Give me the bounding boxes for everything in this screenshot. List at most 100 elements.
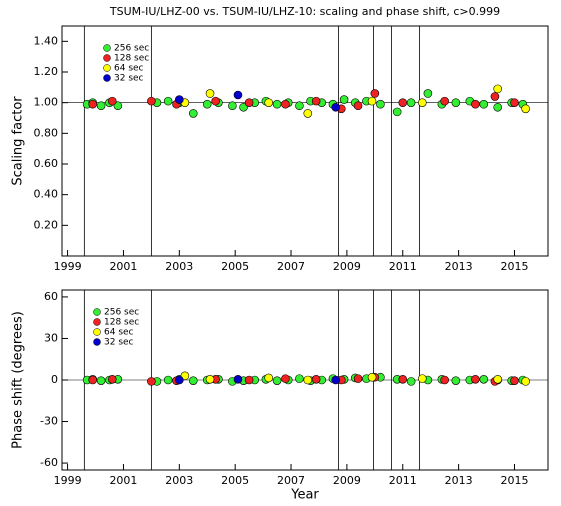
point: [493, 375, 503, 384]
point: [205, 375, 215, 384]
point: [272, 99, 282, 109]
point: [521, 377, 530, 386]
point: [113, 101, 123, 111]
x-tick-label: 2013: [445, 474, 473, 487]
point: [88, 375, 98, 385]
point: [510, 376, 519, 385]
legend-swatch: [93, 338, 101, 346]
x-tick-label: 2011: [389, 260, 417, 273]
point: [295, 374, 304, 383]
point: [244, 98, 254, 107]
point: [205, 89, 215, 98]
point: [367, 96, 377, 106]
point: [264, 98, 273, 107]
x-tick-label: 1999: [54, 474, 82, 487]
x-tick-label: 2003: [165, 474, 193, 487]
point: [96, 101, 106, 111]
point: [479, 375, 489, 384]
legend-swatch: [93, 328, 101, 336]
legend-label: 128 sec: [104, 318, 139, 328]
point: [233, 375, 243, 384]
legend-swatch: [93, 308, 101, 316]
plot-frame: [61, 25, 549, 257]
y-tick-label: 60: [44, 290, 58, 303]
x-tick-label: 2013: [445, 260, 473, 273]
point: [493, 102, 503, 112]
point: [228, 101, 237, 111]
point: [244, 375, 254, 385]
y-tick-label: 1.40: [34, 34, 59, 47]
point: [311, 375, 321, 384]
x-tick-label: 1999: [54, 260, 82, 273]
y-tick-label: 1.00: [34, 96, 59, 109]
chart-title: TSUM-IU/LHZ-00 vs. TSUM-IU/LHZ-10: scali…: [109, 5, 500, 18]
point: [188, 376, 198, 385]
x-tick-label: 2009: [333, 474, 361, 487]
point: [303, 109, 313, 118]
legend-label: 256 sec: [114, 44, 149, 54]
point: [211, 96, 220, 106]
x-tick-label: 2005: [221, 474, 249, 487]
point: [370, 89, 380, 98]
legend-label: 64 sec: [114, 64, 144, 74]
y-tick-label: 0: [51, 373, 58, 386]
legend-swatch: [103, 74, 111, 82]
y-tick-label: 0.20: [34, 218, 59, 231]
x-tick-label: 2015: [500, 260, 528, 273]
point: [398, 98, 408, 107]
point: [233, 90, 243, 100]
point: [440, 96, 449, 106]
point: [479, 99, 489, 109]
y-tick-label: 30: [44, 331, 58, 344]
point: [147, 377, 156, 386]
point: [418, 98, 427, 107]
point: [311, 96, 321, 106]
point: [451, 376, 461, 385]
x-axis-label: Year: [290, 488, 319, 503]
legend-label: 64 sec: [104, 328, 134, 338]
legend-label: 32 sec: [104, 338, 134, 348]
legend-label: 256 sec: [104, 308, 139, 318]
point: [521, 104, 530, 114]
point: [281, 99, 290, 109]
y-tick-label: -30: [40, 415, 58, 428]
point: [493, 84, 503, 94]
point: [281, 374, 290, 383]
point: [163, 96, 173, 106]
x-tick-label: 2001: [109, 474, 137, 487]
legend-swatch: [103, 54, 111, 62]
point: [392, 107, 402, 117]
point: [510, 98, 519, 107]
legend-label: 128 sec: [114, 54, 149, 64]
y-tick-label: 0.40: [34, 188, 59, 201]
x-tick-label: 2007: [277, 260, 305, 273]
y-tick-label: 1.20: [34, 65, 59, 78]
x-tick-label: 2009: [333, 260, 361, 273]
point: [331, 102, 341, 112]
point: [88, 99, 98, 109]
legend-label: 32 sec: [114, 74, 144, 84]
x-tick-label: 2007: [277, 474, 305, 487]
point: [272, 376, 282, 385]
point: [367, 372, 377, 382]
point: [376, 99, 385, 109]
point: [107, 375, 117, 384]
point: [239, 102, 248, 112]
point: [471, 99, 480, 109]
legend-swatch: [103, 64, 111, 72]
point: [188, 109, 198, 118]
point: [295, 101, 304, 111]
x-tick-label: 2015: [500, 474, 528, 487]
point: [147, 96, 156, 106]
point: [440, 375, 449, 385]
point: [490, 92, 500, 101]
point: [175, 95, 184, 104]
y-axis-label: Phase shift (degrees): [11, 311, 26, 449]
point: [331, 375, 341, 385]
x-tick-label: 2011: [389, 474, 417, 487]
x-tick-label: 2005: [221, 260, 249, 273]
point: [303, 375, 313, 385]
point: [264, 373, 273, 383]
y-axis-label: Scaling factor: [11, 96, 26, 186]
